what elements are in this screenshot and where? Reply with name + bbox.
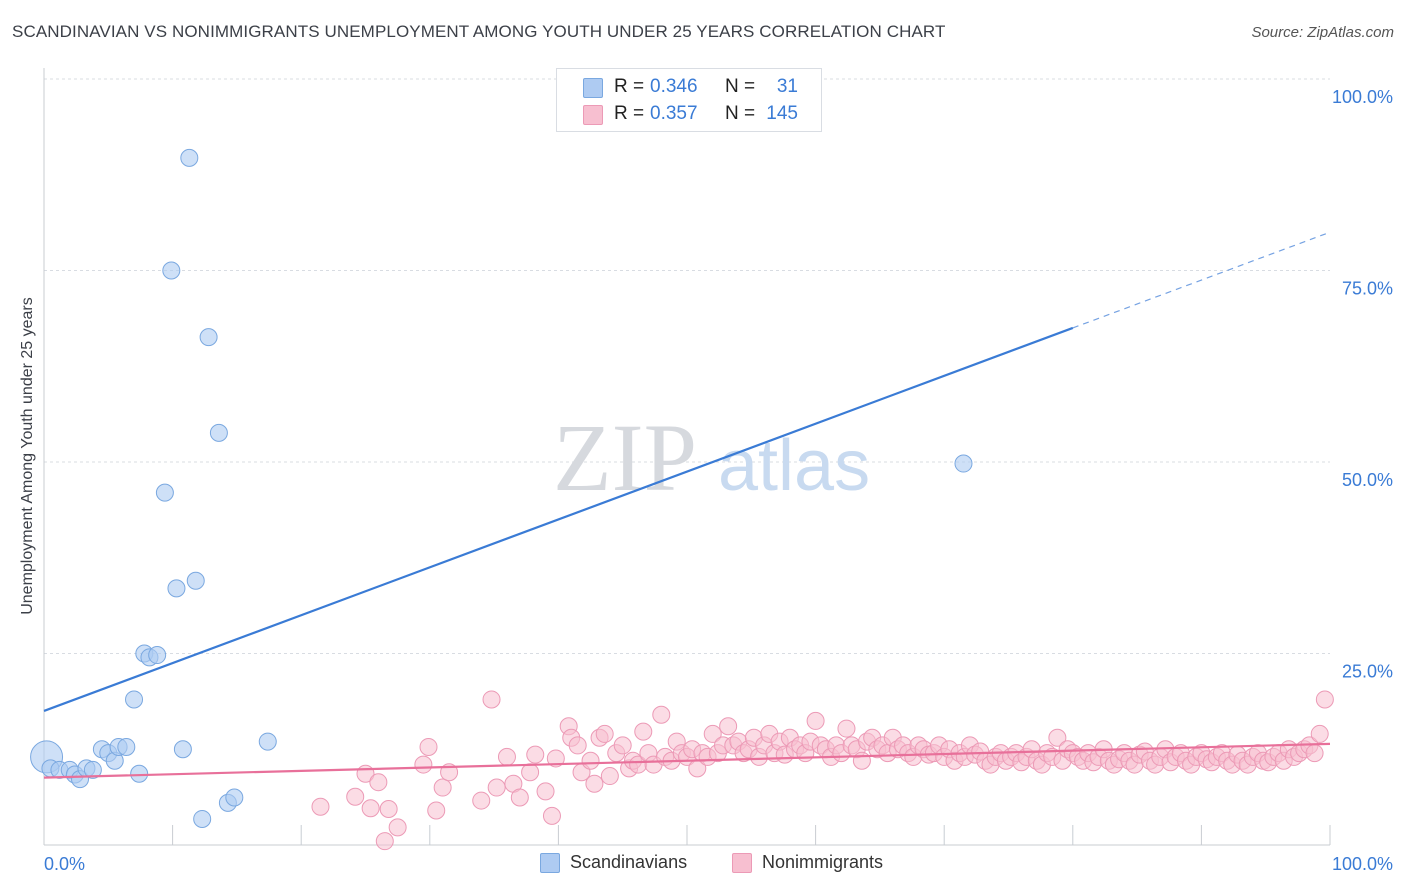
legend-row-nonimmigrants: R = 0.357 N = 145 xyxy=(557,102,821,128)
data-point-nonimmigrants xyxy=(311,797,330,816)
data-point-scandinavians xyxy=(117,737,136,756)
watermark-atlas: atlas xyxy=(718,426,870,506)
y-tick-label: 100.0% xyxy=(1332,87,1393,107)
scandinavians-points xyxy=(30,148,973,828)
data-point-scandinavians xyxy=(148,646,167,665)
source-label: Source: ZipAtlas.com xyxy=(1251,24,1394,41)
data-point-nonimmigrants xyxy=(526,745,545,764)
data-point-scandinavians xyxy=(162,261,181,280)
data-point-scandinavians xyxy=(209,423,228,442)
data-point-scandinavians xyxy=(180,148,199,167)
grid-layer xyxy=(44,78,1330,654)
data-point-nonimmigrants xyxy=(595,724,614,743)
legend-r-value: 0.346 xyxy=(650,76,698,97)
data-point-nonimmigrants xyxy=(581,751,600,770)
nonimmigrants-points xyxy=(311,690,1334,851)
legend-row-scandinavians: R = 0.346 N = 31 xyxy=(557,75,821,101)
data-point-nonimmigrants xyxy=(497,747,516,766)
legend-swatch-pink xyxy=(732,853,752,873)
data-point-nonimmigrants xyxy=(837,719,856,738)
legend-n-value: 31 xyxy=(776,76,798,97)
legend-label-nonimmigrants: Nonimmigrants xyxy=(762,852,884,872)
data-point-nonimmigrants xyxy=(379,799,398,818)
watermark-zip: ZIP xyxy=(553,404,697,511)
data-point-nonimmigrants xyxy=(542,806,561,825)
data-point-nonimmigrants xyxy=(652,705,671,724)
legend-r-value: 0.357 xyxy=(650,103,698,124)
trend-line-scandinavians-extension xyxy=(1072,231,1331,329)
data-point-nonimmigrants xyxy=(613,736,632,755)
watermark: ZIP atlas xyxy=(553,404,870,511)
y-tick-label: 50.0% xyxy=(1342,470,1393,490)
data-point-scandinavians xyxy=(225,788,244,807)
data-point-nonimmigrants xyxy=(369,773,388,792)
data-point-nonimmigrants xyxy=(427,801,446,820)
y-tick-label: 75.0% xyxy=(1342,279,1393,299)
data-point-nonimmigrants xyxy=(852,751,871,770)
legend-swatch-pink xyxy=(583,105,603,125)
data-point-nonimmigrants xyxy=(487,778,506,797)
data-point-nonimmigrants xyxy=(806,711,825,730)
data-point-scandinavians xyxy=(167,579,186,598)
data-point-nonimmigrants xyxy=(1315,690,1334,709)
trend-line-nonimmigrants xyxy=(43,742,1331,779)
data-point-nonimmigrants xyxy=(719,717,738,736)
data-point-scandinavians xyxy=(155,483,174,502)
data-point-nonimmigrants xyxy=(568,736,587,755)
tick-labels: 25.0% 50.0% 75.0% 100.0% 0.0% 100.0% xyxy=(44,87,1393,874)
data-point-scandinavians xyxy=(173,740,192,759)
legend-n-value: 145 xyxy=(766,103,798,124)
x-tick-label: 0.0% xyxy=(44,854,85,874)
data-point-nonimmigrants xyxy=(346,787,365,806)
data-point-scandinavians xyxy=(186,571,205,590)
data-point-nonimmigrants xyxy=(414,755,433,774)
data-point-scandinavians xyxy=(193,809,212,828)
data-point-nonimmigrants xyxy=(419,737,438,756)
data-point-nonimmigrants xyxy=(510,788,529,807)
data-point-nonimmigrants xyxy=(585,774,604,793)
axis-layer xyxy=(43,68,1331,846)
data-point-nonimmigrants xyxy=(546,749,565,768)
legend-r-label: R = xyxy=(614,76,645,97)
data-point-nonimmigrants xyxy=(703,724,722,743)
y-tick-label: 25.0% xyxy=(1342,662,1393,682)
data-point-nonimmigrants xyxy=(388,818,407,837)
chart-title: SCANDINAVIAN VS NONIMMIGRANTS UNEMPLOYME… xyxy=(12,22,946,41)
data-point-nonimmigrants xyxy=(361,799,380,818)
data-point-scandinavians xyxy=(83,760,102,779)
legend-r-label: R = xyxy=(614,103,645,124)
data-point-scandinavians xyxy=(199,328,218,347)
data-point-nonimmigrants xyxy=(482,690,501,709)
data-point-scandinavians xyxy=(130,764,149,783)
data-point-scandinavians xyxy=(125,690,144,709)
data-point-nonimmigrants xyxy=(634,722,653,741)
data-point-nonimmigrants xyxy=(1305,744,1324,763)
data-point-nonimmigrants xyxy=(521,763,540,782)
legend-n-label: N = xyxy=(725,76,756,97)
data-point-nonimmigrants xyxy=(433,778,452,797)
data-point-nonimmigrants xyxy=(600,767,619,786)
trend-lines xyxy=(43,231,1331,779)
data-point-nonimmigrants xyxy=(1048,728,1067,747)
trend-line-scandinavians xyxy=(43,326,1074,712)
legend-swatch-blue xyxy=(583,78,603,98)
data-point-nonimmigrants xyxy=(536,782,555,801)
data-point-scandinavians xyxy=(954,454,973,473)
y-axis-label: Unemployment Among Youth under 25 years xyxy=(19,297,36,615)
legend-label-scandinavians: Scandinavians xyxy=(570,852,688,872)
data-point-nonimmigrants xyxy=(472,791,491,810)
data-point-nonimmigrants xyxy=(375,832,394,851)
data-point-scandinavians xyxy=(258,732,277,751)
x-tick-label: 100.0% xyxy=(1332,854,1393,874)
correlation-legend: R = 0.346 N = 31 R = 0.357 N = 145 xyxy=(556,68,822,132)
data-point-nonimmigrants xyxy=(1310,724,1329,743)
legend-swatch-blue xyxy=(540,853,560,873)
legend-n-label: N = xyxy=(725,103,756,124)
